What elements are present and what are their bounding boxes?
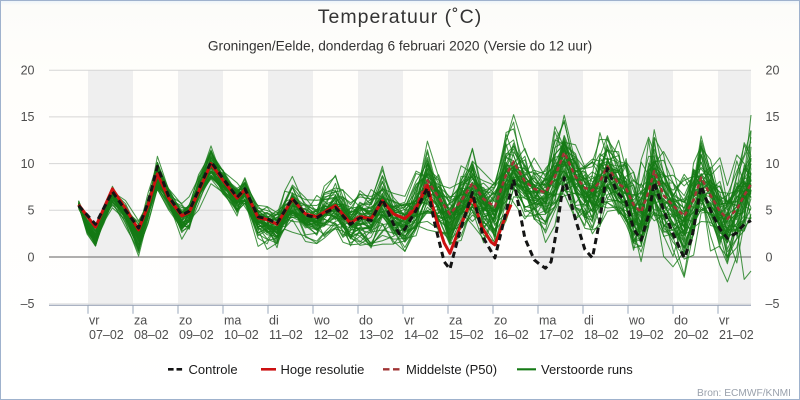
svg-text:15: 15: [766, 110, 780, 124]
svg-text:08–02: 08–02: [134, 328, 169, 342]
svg-text:11–02: 11–02: [269, 328, 303, 342]
svg-text:–5: –5: [766, 297, 780, 311]
svg-text:07–02: 07–02: [89, 328, 124, 342]
svg-text:Middelste (P50): Middelste (P50): [406, 362, 497, 377]
svg-text:Temperatuur (˚C): Temperatuur (˚C): [318, 6, 482, 28]
svg-text:vr: vr: [404, 314, 414, 328]
svg-text:za: za: [449, 314, 462, 328]
svg-text:14–02: 14–02: [404, 328, 439, 342]
svg-text:Verstoorde runs: Verstoorde runs: [541, 362, 633, 377]
svg-text:vr: vr: [719, 314, 729, 328]
svg-text:0: 0: [28, 250, 35, 264]
svg-text:13–02: 13–02: [359, 328, 394, 342]
svg-text:vr: vr: [89, 314, 99, 328]
svg-text:do: do: [359, 314, 373, 328]
svg-text:ma: ma: [224, 314, 241, 328]
svg-text:za: za: [134, 314, 147, 328]
svg-text:wo: wo: [313, 314, 330, 328]
svg-text:0: 0: [766, 250, 773, 264]
svg-text:20: 20: [766, 64, 780, 78]
svg-text:20–02: 20–02: [674, 328, 709, 342]
svg-text:17–02: 17–02: [539, 328, 574, 342]
svg-text:wo: wo: [628, 314, 645, 328]
svg-text:Bron: ECMWF/KNMI: Bron: ECMWF/KNMI: [697, 388, 791, 399]
svg-text:Controle: Controle: [189, 362, 238, 377]
svg-text:zo: zo: [179, 314, 192, 328]
svg-text:5: 5: [766, 204, 773, 218]
svg-text:Hoge resolutie: Hoge resolutie: [281, 362, 365, 377]
svg-text:15–02: 15–02: [449, 328, 484, 342]
svg-text:5: 5: [28, 204, 35, 218]
svg-text:zo: zo: [494, 314, 507, 328]
svg-text:12–02: 12–02: [314, 328, 349, 342]
svg-text:di: di: [584, 314, 594, 328]
svg-text:16–02: 16–02: [494, 328, 529, 342]
svg-text:Groningen/Eelde, donderdag 6 f: Groningen/Eelde, donderdag 6 februari 20…: [208, 39, 592, 54]
svg-text:15: 15: [21, 110, 35, 124]
svg-text:do: do: [674, 314, 688, 328]
svg-text:19–02: 19–02: [629, 328, 664, 342]
svg-text:10: 10: [21, 157, 35, 171]
svg-text:10–02: 10–02: [224, 328, 259, 342]
svg-text:20: 20: [21, 64, 35, 78]
svg-text:10: 10: [766, 157, 780, 171]
svg-text:21–02: 21–02: [719, 328, 754, 342]
svg-text:–5: –5: [21, 297, 35, 311]
svg-text:09–02: 09–02: [179, 328, 214, 342]
svg-text:18–02: 18–02: [584, 328, 619, 342]
svg-text:di: di: [269, 314, 279, 328]
svg-text:ma: ma: [539, 314, 556, 328]
